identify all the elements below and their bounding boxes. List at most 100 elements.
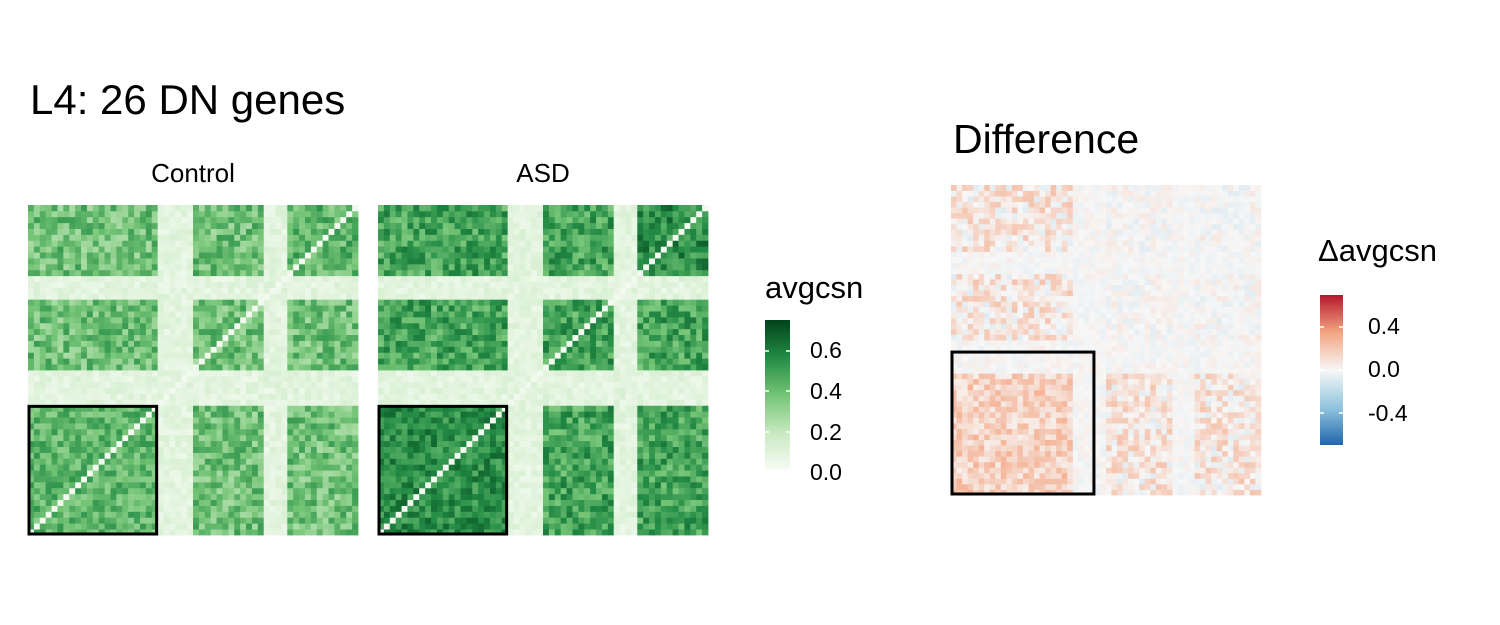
heatmap-cell: [660, 470, 668, 477]
heatmap-cell: [204, 358, 212, 365]
heatmap-cell: [554, 375, 562, 383]
heatmap-cell: [222, 258, 229, 265]
heatmap-cell: [601, 470, 609, 477]
heatmap-cell: [110, 334, 117, 341]
heatmap-cell: [328, 529, 335, 536]
heatmap-cell: [607, 505, 615, 512]
heatmap-cell: [287, 381, 294, 389]
heatmap-cell: [442, 511, 450, 518]
heatmap-cell: [151, 381, 159, 389]
heatmap-cell: [637, 434, 644, 442]
heatmap-cell: [678, 470, 685, 477]
heatmap-cell: [299, 252, 306, 259]
heatmap-cell: [328, 299, 335, 306]
heatmap-cell: [316, 234, 324, 241]
heatmap-cell: [619, 364, 626, 371]
heatmap-cell: [352, 387, 359, 394]
heatmap-cell: [122, 370, 129, 377]
heatmap-cell: [263, 505, 270, 512]
heatmap-cell: [413, 375, 420, 383]
heatmap-cell: [513, 417, 520, 424]
heatmap-cell: [104, 476, 111, 483]
heatmap-cell: [607, 411, 615, 418]
heatmap-cell: [548, 517, 556, 524]
heatmap-cell: [193, 328, 200, 336]
heatmap-cell: [431, 417, 438, 424]
heatmap-cell: [163, 434, 170, 442]
heatmap-cell: [472, 511, 479, 518]
heatmap-cell: [328, 364, 335, 371]
heatmap-cell: [104, 370, 111, 377]
heatmap-cell: [684, 399, 691, 406]
heatmap-cell: [134, 476, 141, 483]
heatmap-cell: [478, 470, 485, 477]
heatmap-cell: [63, 263, 70, 271]
heatmap-cell: [57, 434, 64, 442]
heatmap-cell: [187, 352, 194, 359]
heatmap-cell: [39, 316, 47, 324]
heatmap-cell: [395, 452, 402, 459]
heatmap-cell: [63, 493, 70, 501]
heatmap-cell: [328, 428, 335, 436]
heatmap-cell: [81, 228, 88, 235]
heatmap-cell: [413, 370, 420, 377]
heatmap-cell: [222, 246, 229, 253]
heatmap-cell: [293, 399, 300, 406]
heatmap-cell: [340, 464, 347, 471]
heatmap-cell: [169, 322, 176, 330]
heatmap-cell: [352, 481, 359, 489]
heatmap-cell: [489, 487, 497, 495]
heatmap-cell: [169, 523, 176, 530]
heatmap-cell: [275, 505, 282, 512]
heatmap-cell: [163, 246, 170, 253]
heatmap-cell: [560, 405, 567, 412]
heatmap-cell: [104, 458, 111, 465]
heatmap-cell: [281, 340, 288, 347]
heatmap-cell: [139, 417, 147, 424]
heatmap-cell: [86, 240, 94, 247]
heatmap-cell: [275, 446, 282, 453]
heatmap-cell: [613, 405, 620, 412]
heatmap-cell: [513, 434, 520, 442]
heatmap-cell: [672, 405, 679, 412]
heatmap-cell: [431, 387, 438, 394]
heatmap-cell: [590, 417, 597, 424]
heatmap-cell: [660, 505, 668, 512]
heatmap-cell: [151, 523, 159, 530]
heatmap-cell: [316, 423, 324, 430]
heatmap-cell: [151, 411, 159, 418]
heatmap-cell: [293, 470, 300, 477]
heatmap-cell: [525, 428, 532, 436]
heatmap-cell: [525, 434, 532, 442]
heatmap-cell: [334, 440, 341, 447]
heatmap-cell: [425, 523, 432, 530]
heatmap-cell: [637, 428, 644, 436]
heatmap-cell: [257, 446, 265, 453]
heatmap-cell: [484, 523, 491, 530]
heatmap-cell: [151, 252, 159, 259]
heatmap-cell: [269, 340, 276, 347]
heatmap-cell: [378, 423, 385, 430]
heatmap-cell: [466, 399, 473, 406]
heatmap-cell: [181, 293, 188, 300]
heatmap-cell: [484, 481, 491, 489]
heatmap-cell: [299, 322, 306, 330]
heatmap-cell: [478, 352, 485, 359]
heatmap-cell: [39, 287, 47, 294]
heatmap-cell: [340, 428, 347, 436]
heatmap-cell: [169, 428, 176, 436]
heatmap-cell: [281, 222, 288, 229]
heatmap-cell: [702, 352, 709, 359]
heatmap-cell: [660, 452, 668, 459]
heatmap-cell: [163, 370, 170, 377]
heatmap-cell: [340, 481, 347, 489]
heatmap-cell: [478, 340, 485, 347]
heatmap-cell: [263, 311, 270, 318]
heatmap-cell: [134, 316, 141, 324]
heatmap-cell: [572, 364, 579, 371]
heatmap-cell: [631, 411, 638, 418]
heatmap-cell: [157, 210, 164, 218]
asd-heatmap: [377, 205, 709, 536]
heatmap-cell: [104, 364, 111, 371]
heatmap-cell: [495, 476, 503, 483]
